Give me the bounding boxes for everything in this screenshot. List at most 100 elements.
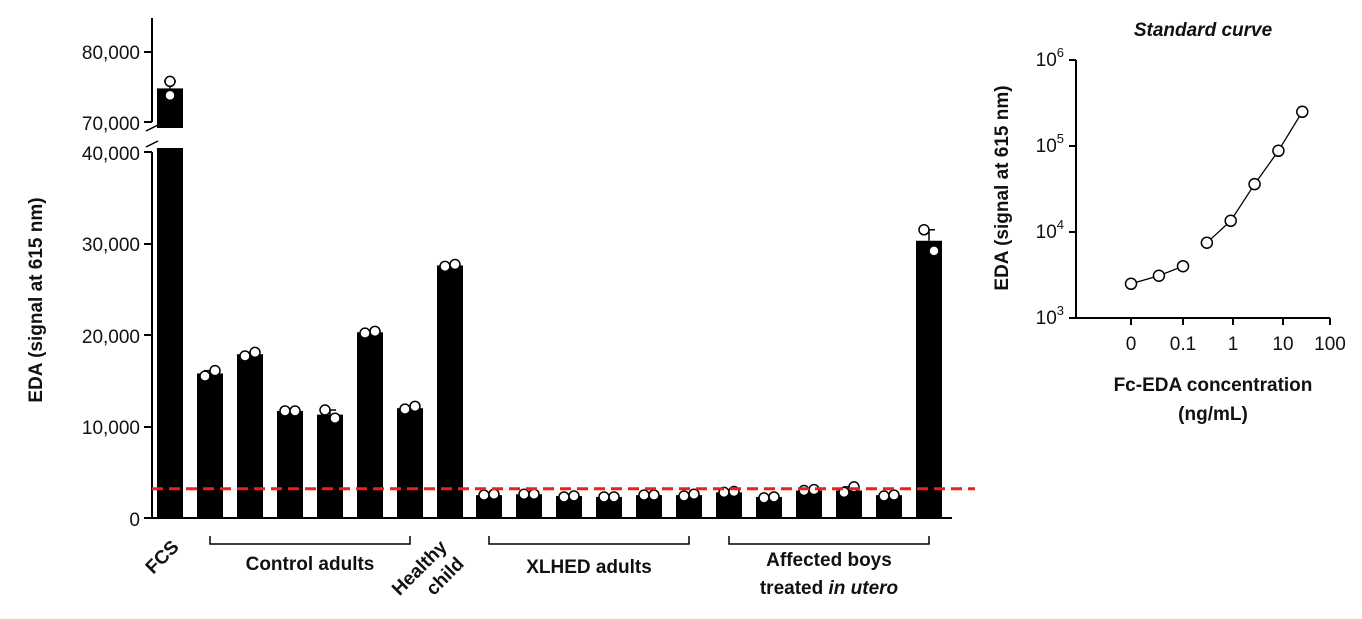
data-point (598, 491, 610, 503)
data-point (399, 403, 411, 415)
std-x-tick-label: 0.1 (1170, 334, 1196, 355)
data-point (768, 491, 780, 503)
bar (796, 490, 822, 518)
std-curve-point (1124, 277, 1138, 291)
group-label-boys-line1: Affected boys (766, 550, 892, 571)
data-point (209, 364, 221, 377)
data-point (488, 488, 500, 500)
bar (476, 495, 502, 518)
bar (157, 88, 183, 519)
y-tick-label: 0 (129, 510, 140, 531)
std-y-tick-label: 104 (1036, 217, 1064, 243)
group-label-fcs: FCS (142, 537, 184, 579)
std-x-tick-label: 10 (1272, 334, 1293, 355)
std-curve-point (1272, 144, 1285, 158)
std-curve-point (1296, 105, 1309, 119)
data-point (688, 488, 700, 500)
std-curve-point (1176, 259, 1190, 273)
std-x-tick-label: 100 (1314, 334, 1346, 355)
bars-layer (140, 80, 942, 519)
data-point (449, 258, 461, 271)
bracket-control-adults (209, 536, 411, 545)
data-point (329, 412, 341, 425)
y-tick-label: 30,000 (82, 235, 140, 256)
data-point (164, 89, 176, 102)
data-point (289, 405, 301, 417)
std-x-tick-label: 0 (1126, 334, 1137, 355)
bar (197, 373, 223, 518)
std-y-tick-exponent: 4 (1057, 217, 1064, 232)
data-point (478, 489, 490, 501)
boys-line2-prefix: treated (760, 578, 829, 599)
data-point (568, 490, 580, 502)
bar (437, 265, 463, 518)
data-point (359, 327, 371, 339)
bracket-xlhed-adults (488, 536, 690, 545)
std-y-tick-label: 103 (1036, 303, 1064, 329)
y-tick-label: 20,000 (82, 327, 140, 348)
data-point (239, 350, 251, 362)
main-bar-chart: EDA (signal at 615 nm) 80,000 70,000 40,… (26, 18, 975, 600)
data-point (648, 489, 660, 501)
bar (357, 332, 383, 518)
data-point (928, 245, 940, 257)
data-point (758, 492, 770, 504)
standard-curve-chart: Standard curve EDA (signal at 615 nm) 10… (992, 20, 1346, 425)
std-y-ticks: 106 105 104 103 (1036, 45, 1076, 329)
data-point (848, 481, 860, 493)
std-x-axis-label-line2: (ng/mL) (1178, 404, 1248, 425)
standard-curve-title: Standard curve (1134, 20, 1273, 41)
bar (516, 494, 542, 518)
data-point (878, 490, 890, 502)
std-curve-layer (1124, 105, 1309, 291)
data-point (918, 224, 930, 236)
group-label-healthy-child: Healthy child (388, 536, 468, 600)
group-label-control-adults: Control adults (246, 554, 375, 575)
data-point (558, 491, 570, 503)
std-y-tick-label: 106 (1036, 45, 1064, 71)
data-point (528, 488, 540, 500)
std-curve-line (1206, 111, 1303, 244)
data-point (608, 491, 620, 503)
std-y-tick-exponent: 3 (1057, 303, 1064, 318)
std-y-tick-exponent: 5 (1057, 131, 1064, 146)
data-point (638, 489, 650, 501)
data-point (319, 404, 331, 416)
data-point (199, 370, 211, 382)
std-y-tick-exponent: 6 (1057, 45, 1064, 60)
group-label-xlhed-adults: XLHED adults (526, 557, 652, 578)
y-tick-label: 70,000 (82, 114, 140, 135)
std-x-ticks: 0 0.1 1 10 100 (1126, 318, 1346, 355)
boys-line2-italic: in utero (828, 578, 898, 599)
standard-curve-y-label: EDA (signal at 615 nm) (992, 85, 1013, 290)
y-tick-label: 10,000 (82, 418, 140, 439)
bar (317, 414, 343, 518)
data-point (164, 75, 176, 88)
bracket-affected-boys (728, 536, 930, 545)
data-point (798, 484, 810, 497)
y-tick-label: 80,000 (82, 43, 140, 64)
std-x-axis-label-line1: Fc-EDA concentration (1114, 375, 1313, 396)
y-axis-upper: 80,000 70,000 (82, 18, 153, 135)
std-curve-point (1200, 236, 1214, 249)
std-curve-point (1248, 177, 1261, 191)
bar (277, 410, 303, 518)
data-point (249, 346, 261, 359)
data-point (678, 490, 690, 502)
std-x-tick-label: 1 (1228, 334, 1239, 355)
std-curve-point (1152, 269, 1166, 282)
data-point (409, 400, 421, 413)
data-point (439, 260, 451, 273)
bar (397, 408, 423, 518)
group-brackets (209, 536, 930, 545)
std-y-tick-label: 105 (1036, 131, 1064, 157)
bar (636, 495, 662, 518)
y-tick-label: 40,000 (82, 144, 140, 165)
main-y-axis-label: EDA (signal at 615 nm) (26, 197, 47, 402)
y-axis-lower: 40,000 30,000 20,000 10,000 0 (82, 144, 153, 531)
axis-break-mark (145, 124, 159, 132)
bar (237, 354, 263, 518)
std-curve-point (1224, 214, 1237, 228)
axis-break-mark (145, 140, 159, 148)
